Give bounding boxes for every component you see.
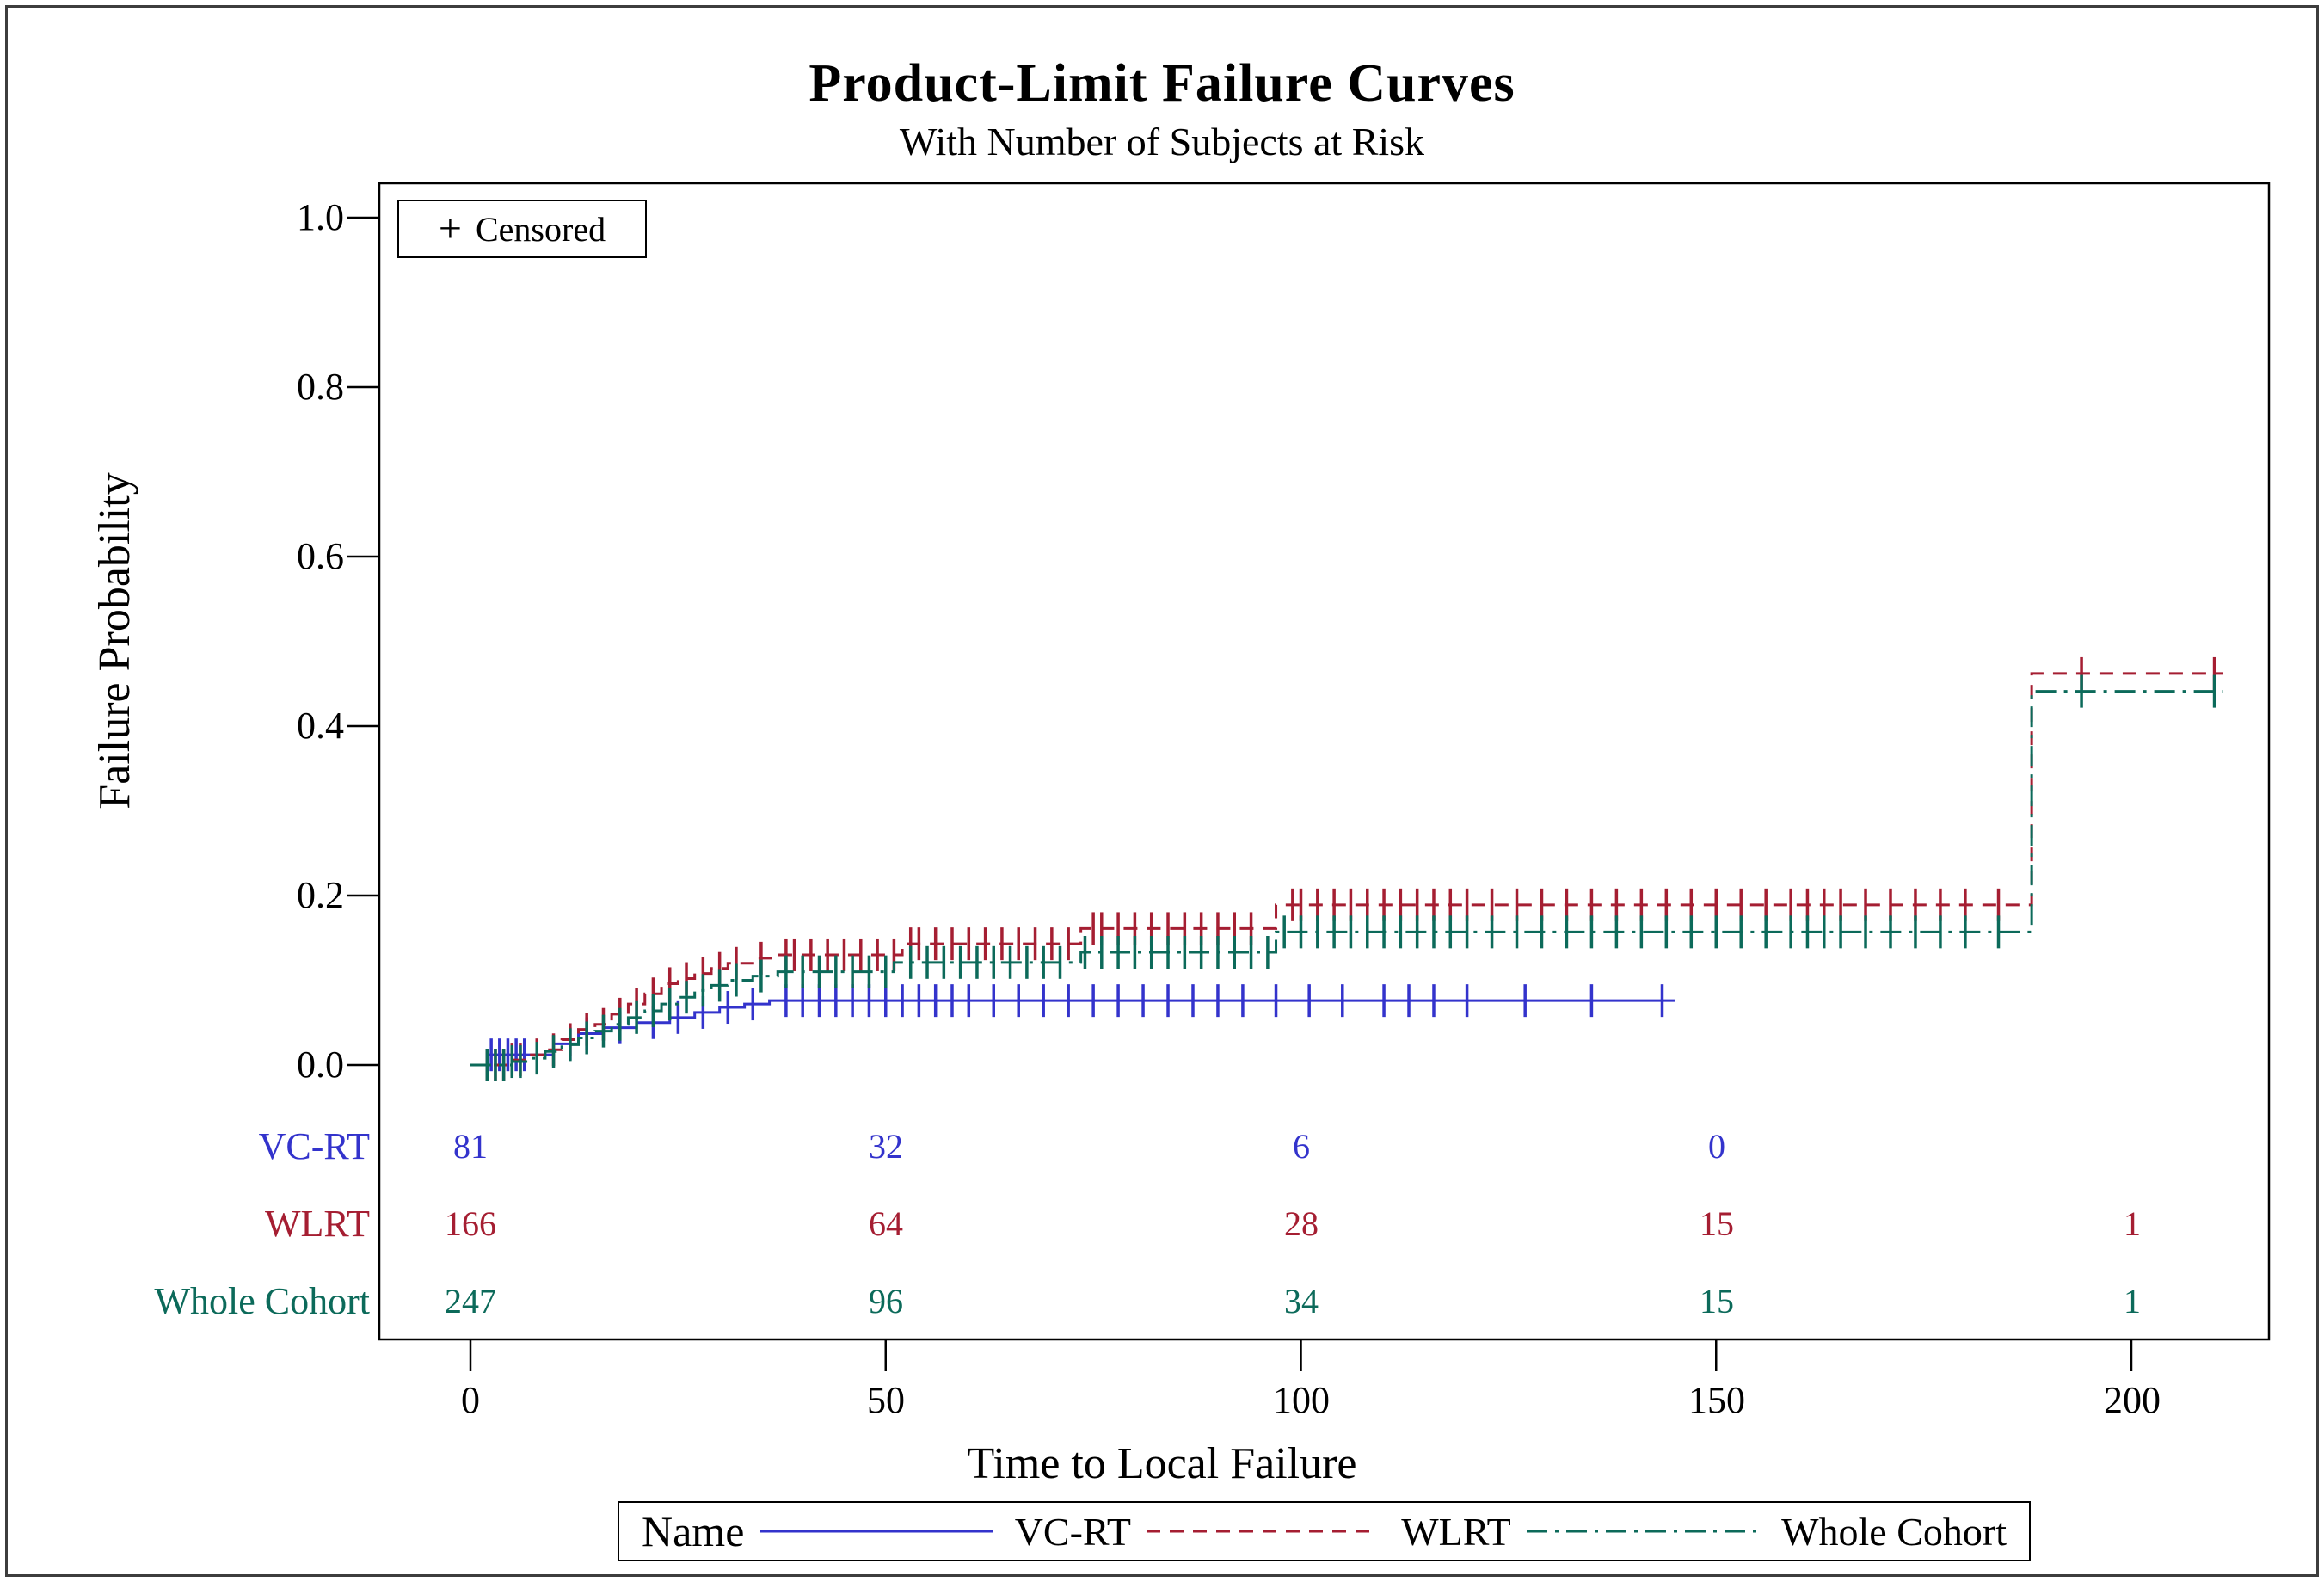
legend-item-whole-cohort: Whole Cohort (1527, 1509, 2007, 1554)
risk-count: 6 (1293, 1127, 1310, 1166)
x-tick-label: 100 (1273, 1379, 1330, 1421)
legend-line-sample-dashdot (1527, 1530, 1760, 1533)
legend-item-label: Whole Cohort (1781, 1509, 2007, 1554)
risk-count: 166 (445, 1204, 496, 1243)
risk-count: 15 (1700, 1282, 1734, 1320)
legend-item-label: WLRT (1401, 1509, 1511, 1554)
series-legend: Name VC-RT WLRT Whole Cohort (618, 1501, 2031, 1561)
x-tick-label: 50 (867, 1379, 905, 1421)
figure-border (5, 5, 2319, 1577)
y-tick-label: 1.0 (297, 196, 344, 238)
risk-row-label: VC-RT (258, 1125, 370, 1167)
legend-item-label: VC-RT (1014, 1509, 1131, 1554)
chart-subtitle: With Number of Subjects at Risk (899, 120, 1425, 163)
x-tick-label: 200 (2104, 1379, 2161, 1421)
risk-row-label: WLRT (265, 1203, 370, 1245)
y-tick-label: 0.8 (297, 366, 344, 408)
chart-title: Product-Limit Failure Curves (808, 54, 1516, 113)
risk-count: 1 (2124, 1282, 2141, 1320)
risk-count: 15 (1700, 1204, 1734, 1243)
x-axis-title: Time to Local Failure (967, 1439, 1357, 1488)
risk-count: 34 (1284, 1282, 1319, 1320)
censored-label: Censored (476, 209, 606, 249)
y-axis-title: Failure Probability (90, 472, 139, 809)
risk-count: 28 (1284, 1204, 1319, 1243)
censored-plus-icon: + (438, 206, 462, 251)
risk-count: 1 (2124, 1204, 2141, 1243)
y-tick-label: 0.2 (297, 874, 344, 916)
risk-count: 64 (869, 1204, 903, 1243)
risk-count: 247 (445, 1282, 496, 1320)
legend-line-sample-dashed (1147, 1530, 1380, 1533)
risk-count: 81 (453, 1127, 488, 1166)
risk-count: 0 (1708, 1127, 1725, 1166)
x-tick-label: 0 (461, 1379, 480, 1421)
censored-legend: + Censored (397, 200, 647, 258)
risk-row-label: Whole Cohort (154, 1280, 370, 1322)
risk-count: 32 (869, 1127, 903, 1166)
risk-count: 96 (869, 1282, 903, 1320)
y-tick-label: 0.4 (297, 705, 344, 747)
y-tick-label: 0.6 (297, 535, 344, 577)
legend-item-vcrt: VC-RT (759, 1509, 1131, 1554)
legend-item-wlrt: WLRT (1147, 1509, 1511, 1554)
legend-title: Name (642, 1507, 745, 1555)
x-tick-label: 150 (1688, 1379, 1745, 1421)
legend-line-sample-solid (759, 1530, 993, 1533)
y-tick-label: 0.0 (297, 1043, 344, 1086)
